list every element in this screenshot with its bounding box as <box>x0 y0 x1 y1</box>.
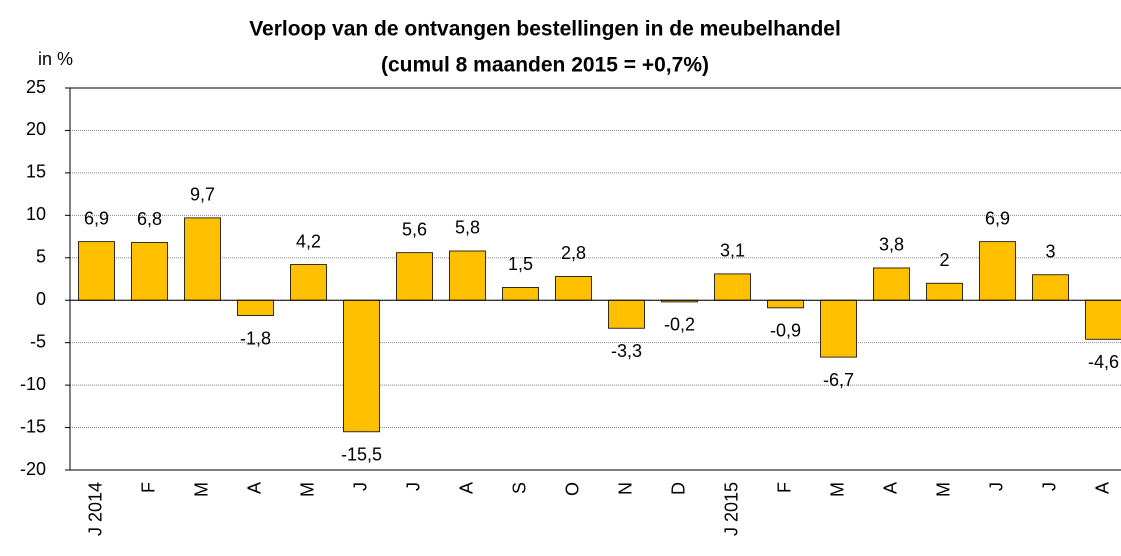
x-tick-label: A <box>244 482 264 494</box>
value-label: 2 <box>939 250 949 270</box>
value-label: 6,9 <box>84 208 109 228</box>
bar <box>78 241 115 301</box>
x-tick-label: J <box>403 482 423 491</box>
bar <box>555 276 592 301</box>
value-label: -1,8 <box>240 328 271 348</box>
value-label: 6,9 <box>985 208 1010 228</box>
x-tick-label: M <box>827 482 847 497</box>
value-label: -4,6 <box>1088 352 1119 372</box>
bar <box>290 264 327 301</box>
x-tick-label: N <box>615 482 635 495</box>
bar <box>131 242 168 301</box>
x-tick-label: J <box>986 482 1006 491</box>
x-tick-label: A <box>456 482 476 494</box>
bar <box>1085 299 1121 340</box>
value-label: -0,2 <box>664 315 695 335</box>
value-label: 3 <box>1045 242 1055 262</box>
bar <box>449 250 486 301</box>
y-tick-label: -5 <box>30 331 46 351</box>
y-tick-label: -10 <box>20 374 46 394</box>
value-label: 4,2 <box>296 231 321 251</box>
x-tick-label: M <box>933 482 953 497</box>
value-label: 6,8 <box>137 209 162 229</box>
bar <box>714 273 751 301</box>
y-tick-label: 15 <box>26 162 46 182</box>
value-label: 5,6 <box>402 219 427 239</box>
x-tick-label: A <box>1092 482 1112 494</box>
value-label: 9,7 <box>190 185 215 205</box>
bar <box>820 299 857 358</box>
value-label: -3,3 <box>611 341 642 361</box>
x-tick-label: D <box>668 482 688 495</box>
x-tick-label: O <box>562 482 582 496</box>
value-label: -15,5 <box>341 445 382 465</box>
x-tick-label: S <box>509 482 529 494</box>
x-tick-label: M <box>191 482 211 497</box>
y-tick-label: 20 <box>26 119 46 139</box>
x-tick-label: F <box>138 482 158 493</box>
y-tick-label: 0 <box>36 289 46 309</box>
bar <box>184 217 221 301</box>
y-tick-label: 5 <box>36 247 46 267</box>
bar <box>1032 274 1069 301</box>
x-tick-label: J 2014 <box>85 482 105 536</box>
value-label: 2,8 <box>561 243 586 263</box>
y-tick-label: 25 <box>26 77 46 97</box>
bar <box>979 241 1016 301</box>
bar <box>237 299 274 316</box>
value-label: 1,5 <box>508 254 533 274</box>
bar <box>502 287 539 301</box>
bar <box>608 299 645 329</box>
value-label: 3,1 <box>720 241 745 261</box>
bar <box>767 299 804 309</box>
x-tick-label: J <box>1039 482 1059 491</box>
bar <box>926 282 963 301</box>
value-label: 3,8 <box>879 235 904 255</box>
bar <box>343 299 380 433</box>
x-tick-label: A <box>880 482 900 494</box>
y-tick-label: -15 <box>20 416 46 436</box>
value-label: -0,9 <box>770 321 801 341</box>
x-tick-label: J <box>350 482 370 491</box>
plot-border <box>69 87 1121 471</box>
bar <box>873 267 910 301</box>
bar <box>396 252 433 301</box>
x-tick-label: M <box>297 482 317 497</box>
value-label: -6,7 <box>823 370 854 390</box>
value-label: 5,8 <box>455 218 480 238</box>
chart-subtitle: (cumul 8 maanden 2015 = +0,7%) <box>381 54 709 77</box>
chart-title: Verloop van de ontvangen bestellingen in… <box>249 18 841 41</box>
y-axis-label: in % <box>38 49 73 69</box>
x-tick-label: F <box>774 482 794 493</box>
x-tick-label: J 2015 <box>721 482 741 536</box>
y-tick-label: 10 <box>26 204 46 224</box>
y-tick-label: -20 <box>20 459 46 479</box>
